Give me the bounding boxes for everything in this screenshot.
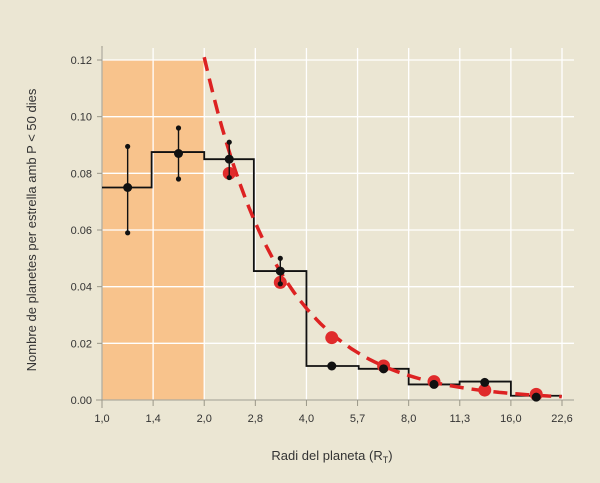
error-bar-cap — [226, 139, 232, 145]
x-axis-title-sub: T — [383, 455, 389, 465]
error-bar-cap — [175, 125, 182, 131]
x-tick-label: 11,3 — [449, 413, 470, 425]
measured-point — [327, 361, 337, 371]
measured-point — [531, 392, 541, 402]
y-tick-label: 0.06 — [71, 225, 92, 237]
fit-curve — [202, 56, 562, 399]
measured-point — [379, 364, 389, 374]
y-tick-label: 0.00 — [71, 395, 92, 407]
x-tick-label: 2,8 — [248, 413, 263, 425]
measured-point — [174, 149, 184, 158]
x-tick-label: 16,0 — [500, 413, 521, 425]
x-axis-title: Radi del planeta (RT) — [271, 448, 392, 465]
measured-point — [429, 379, 439, 389]
x-axis-title-main: Radi del planeta (R — [271, 448, 382, 463]
y-axis-title: Nombre de planetes per estrella amb P < … — [24, 88, 39, 371]
measured-points — [123, 125, 541, 402]
x-tick-label: 2,0 — [197, 413, 212, 425]
y-tick-label: 0.10 — [71, 112, 92, 124]
error-bar-cap — [277, 281, 283, 287]
measured-point — [275, 266, 285, 276]
tick-labels: 0.00 0.02 0.04 0.06 0.08 0.10 0.12 1,0 1,4 2,0 2,8… — [71, 55, 573, 425]
x-tick-label: 22,6 — [551, 413, 572, 425]
x-tick-label: 1,0 — [94, 413, 109, 425]
error-bar-cap — [277, 255, 283, 261]
y-tick-label: 0.04 — [71, 282, 92, 294]
y-tick-label: 0.02 — [71, 338, 92, 350]
model-point — [478, 383, 492, 397]
error-bar-cap — [125, 230, 131, 236]
x-tick-label: 1,4 — [145, 413, 160, 425]
y-tick-label: 0.08 — [71, 168, 92, 180]
error-bar-cap — [125, 143, 131, 150]
error-bar-cap — [226, 174, 232, 181]
measured-point — [123, 183, 133, 192]
model-point — [325, 331, 339, 345]
y-tick-label: 0.12 — [71, 55, 92, 67]
measured-point — [480, 377, 490, 387]
measured-point — [224, 154, 234, 164]
error-bar-cap — [175, 176, 182, 182]
x-tick-label: 8,0 — [401, 413, 416, 425]
x-tick-label: 4,0 — [299, 413, 314, 425]
fit-curve-line — [202, 56, 562, 399]
axes — [96, 46, 574, 408]
x-axis-title-close: ) — [388, 448, 392, 463]
x-tick-label: 5,7 — [350, 413, 365, 425]
